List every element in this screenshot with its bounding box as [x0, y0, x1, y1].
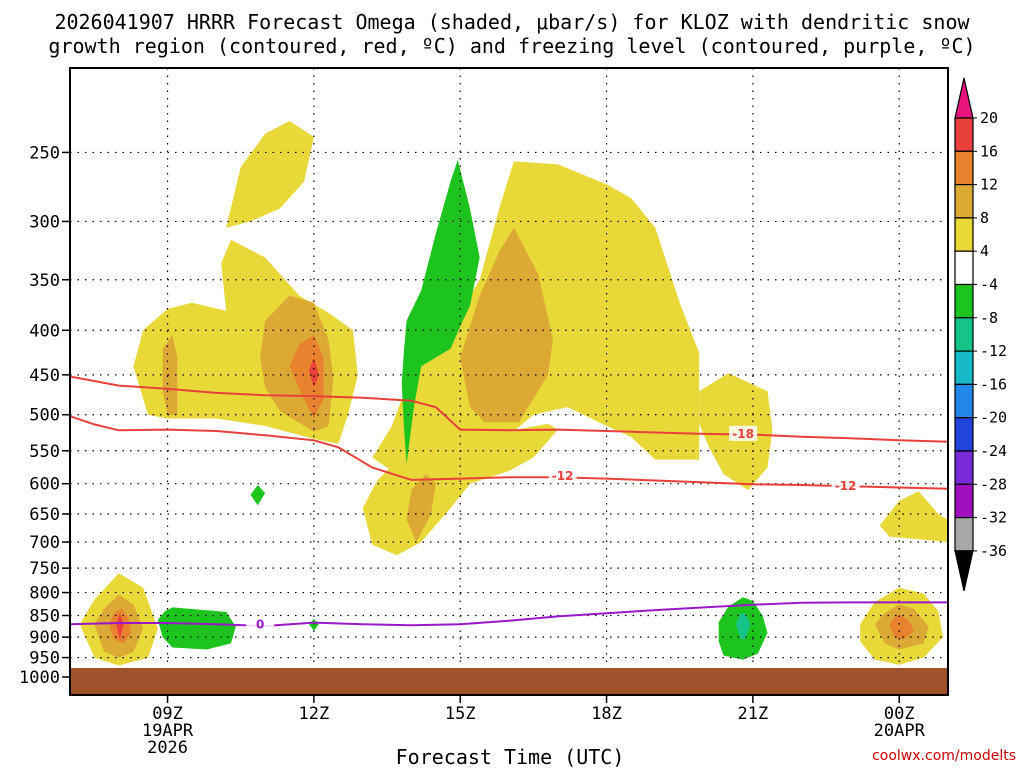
ground-layer [70, 668, 948, 695]
y-tick-label-350: 350 [29, 271, 60, 291]
chart-title-line-2: growth region (contoured, red, ºC) and f… [48, 34, 975, 58]
contour-label-3: 0 [256, 617, 264, 631]
y-tick-label-800: 800 [29, 584, 60, 604]
contour-label-bg-3 [246, 616, 275, 632]
contour-freezing-level-0 [69, 601, 948, 628]
colorbar-label-12: -32 [980, 509, 1007, 527]
y-tick-label-950: 950 [29, 649, 60, 669]
colorbar-box-11 [954, 450, 974, 485]
contour-label-bg-2 [831, 478, 860, 494]
colorbar-box-9 [954, 383, 974, 419]
x-tick-label-21Z: 21Z [738, 704, 769, 724]
colorbar: 20 16 12 8 4 -4 -8 -12 -16 -20 -24 -28 -32 -36 [954, 77, 1007, 592]
omega-red-0840 [116, 613, 124, 640]
contour-label-2: -12 [835, 479, 857, 493]
gridlines [70, 68, 948, 668]
omega-green-small-12z [309, 619, 319, 631]
colorbar-box-7 [954, 317, 974, 352]
colorbar-label-13: -36 [980, 542, 1007, 560]
x-tick-date-00Z: 20APR [874, 721, 926, 741]
y-tick-label-850: 850 [29, 607, 60, 627]
x-tick-label-09Z: 09Z [152, 704, 183, 724]
colorbar-box-6 [954, 283, 974, 319]
x-axis-label: Forecast Time (UTC) [396, 745, 625, 768]
colorbar-box-5 [954, 250, 974, 286]
y-tick-label-900: 900 [29, 628, 60, 648]
omega-red-center [309, 357, 319, 388]
omega-dkyellow-lower [406, 474, 436, 542]
plot-frame [69, 67, 949, 696]
y-tick-label-600: 600 [29, 475, 60, 495]
y-tick-label-550: 550 [29, 442, 60, 462]
contour-dendritic-minus18 [69, 375, 949, 443]
x-tick-date-09Z: 19APR [142, 721, 194, 741]
colorbar-label-11: -28 [980, 475, 1007, 493]
watermark: coolwx.com/modelts [872, 748, 1016, 764]
omega-orange-center [289, 335, 324, 419]
contour-dendritic-minus12 [69, 415, 949, 490]
ground-terrain [70, 668, 948, 695]
colorbar-label-9: -20 [980, 409, 1007, 427]
contour-lines: -18 -12 -12 0 [69, 375, 949, 632]
colorbar-box-8 [954, 350, 974, 386]
colorbar-box-13 [954, 516, 974, 552]
omega-yellow-right-edge [879, 491, 948, 542]
contour-label-1: -12 [552, 469, 574, 483]
y-tick-label-500: 500 [29, 406, 60, 426]
colorbar-bottom-arrow [954, 550, 974, 592]
omega-yellow-top [226, 120, 314, 228]
colorbar-label-4: 4 [980, 242, 989, 260]
chart-title-line-1: 2026041907 HRRR Forecast Omega (shaded, … [54, 10, 970, 34]
colorbar-box-2 [954, 150, 974, 186]
colorbar-label-7: -12 [980, 342, 1007, 360]
x-tick-label-00Z: 00Z [884, 704, 915, 724]
omega-orange-0000 [889, 614, 914, 640]
y-tick-label-700: 700 [29, 533, 60, 553]
y-tick-label-250: 250 [29, 143, 60, 163]
omega-teal-2100 [735, 613, 751, 640]
x-tick-year-09Z: 2026 [147, 738, 188, 758]
omega-dkyellow-left [162, 335, 178, 415]
y-tick-label-300: 300 [29, 212, 60, 232]
x-tick-label-15Z: 15Z [445, 704, 476, 724]
omega-green-0900 [157, 607, 236, 650]
colorbar-box-1 [954, 117, 974, 152]
omega-dkyellow-right [460, 227, 553, 423]
colorbar-label-0: 20 [980, 109, 998, 127]
colorbar-box-3 [954, 184, 974, 219]
x-tick-label-12Z: 12Z [299, 704, 330, 724]
omega-green-small-11z [250, 485, 266, 506]
colorbar-label-5: -4 [980, 276, 998, 294]
colorbar-label-8: -16 [980, 375, 1007, 393]
colorbar-label-2: 12 [980, 176, 998, 194]
x-tick-label-18Z: 18Z [591, 704, 622, 724]
contour-label-bg-1 [548, 468, 577, 484]
colorbar-box-4 [954, 217, 974, 252]
y-tick-label-1000: 1000 [19, 668, 60, 688]
contour-label-bg-0 [729, 425, 758, 441]
colorbar-label-3: 8 [980, 209, 989, 227]
colorbar-top-arrow [954, 77, 974, 119]
y-tick-label-750: 750 [29, 559, 60, 579]
y-tick-label-400: 400 [29, 321, 60, 341]
colorbar-label-1: 16 [980, 142, 998, 160]
contour-label-0: -18 [732, 427, 754, 441]
colorbar-label-10: -24 [980, 442, 1007, 460]
colorbar-box-10 [954, 417, 974, 452]
colorbar-label-6: -8 [980, 309, 998, 327]
plot-area [79, 120, 948, 666]
axes: 2503003504004505005506006507007508008509… [19, 67, 949, 758]
y-tick-label-450: 450 [29, 366, 60, 386]
colorbar-box-12 [954, 483, 974, 519]
y-tick-label-650: 650 [29, 505, 60, 525]
omega-green-upper [401, 159, 480, 465]
